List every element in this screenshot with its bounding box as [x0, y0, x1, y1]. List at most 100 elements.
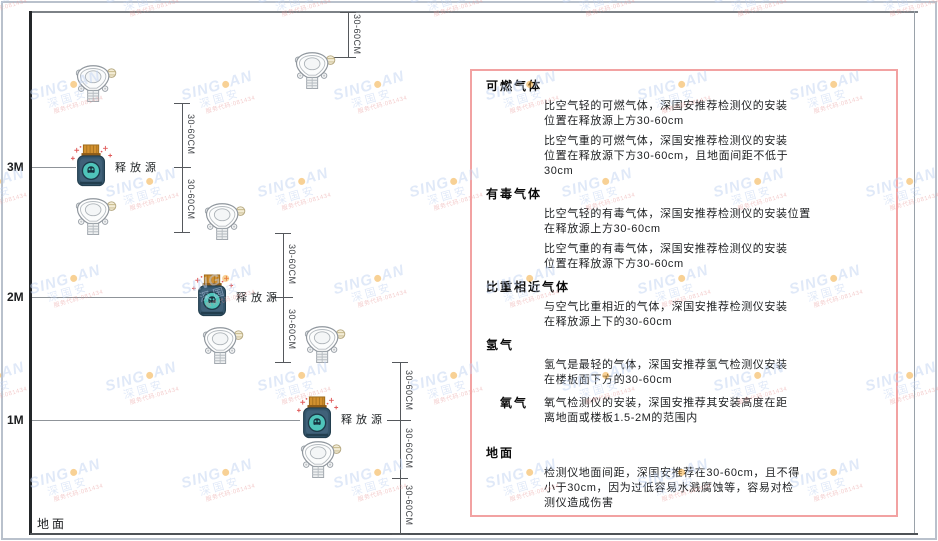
release-source — [191, 273, 235, 324]
panel-section: 氧气 氧气检测仪的安装，深国安推荐其安装高度在距 离地面或楼板1.5-2M的范围内 — [486, 396, 882, 426]
watermark-dot-icon — [373, 468, 382, 477]
gas-detector-icon — [300, 441, 342, 478]
release-source-label: 释放源 — [236, 292, 281, 304]
watermark-dot-icon — [69, 274, 78, 283]
wall-line — [29, 11, 32, 535]
connector-line — [387, 420, 411, 421]
section-heading: 氧气 — [500, 396, 529, 410]
section-heading: 比重相近气体 — [486, 280, 571, 294]
section-paragraph: 检测仪地面间距，深国安推荐在30-60cm，且不得 小于30cm，因为过低容易水溅… — [544, 466, 882, 511]
release-source — [296, 395, 340, 446]
level-line — [32, 297, 197, 298]
section-line: 氧气检测仪的安装，深国安推荐其安装高度在距 — [544, 397, 788, 409]
section-line: 在释放源上方30-60cm — [544, 223, 661, 235]
dimension-tick — [174, 103, 190, 104]
dimension-label: 30-60CM — [186, 178, 196, 220]
watermark-cjk: 深国安 — [122, 378, 166, 402]
dimension-tick — [275, 362, 291, 363]
watermark-code: 服务代码:081434 — [205, 483, 257, 504]
section-line: 测仪造成伤害 — [544, 497, 614, 509]
section-line: 离地面或楼板1.5-2M的范围内 — [544, 412, 698, 424]
watermark-code: 服务代码:081434 — [585, 0, 637, 19]
watermark-code: 服务代码:081434 — [281, 0, 333, 19]
watermark-cjk: 深国安 — [198, 475, 242, 499]
gas-detector — [298, 439, 342, 488]
section-line: 氢气是最轻的气体，深国安推荐氢气检测仪安装 — [544, 359, 788, 371]
connector-line — [331, 57, 352, 58]
watermark-code: 服务代码:081434 — [0, 192, 29, 213]
watermark-dot-icon — [145, 177, 154, 186]
gas-detector-icon — [75, 198, 117, 235]
section-heading: 氢气 — [486, 338, 515, 352]
section-line: 比空气重的有毒气体，深国安推荐检测仪的安装 — [544, 243, 788, 255]
ground-line — [30, 533, 918, 535]
gas-detector — [292, 50, 336, 99]
level-line — [32, 167, 76, 168]
section-heading: 地面 — [486, 446, 515, 460]
dimension-tick — [174, 232, 190, 233]
watermark-code: 服务代码:081434 — [433, 0, 485, 19]
height-label: 1M — [7, 413, 24, 427]
watermark-code: 服务代码:081434 — [53, 483, 105, 504]
gas-detector-icon — [304, 326, 346, 363]
right-wall-line — [914, 11, 915, 534]
watermark-dot-icon — [0, 371, 2, 380]
gas-detector — [200, 325, 244, 374]
dimension-tick — [392, 534, 408, 535]
watermark-code: 服务代码:081434 — [357, 95, 409, 116]
watermark-code: 服务代码:081434 — [0, 386, 29, 407]
section-heading: 有毒气体 — [486, 187, 543, 201]
guidelines-panel: 可燃气体 比空气轻的可燃气体，深国安推荐检测仪的安装 位置在释放源上方30-60cm… — [470, 69, 898, 517]
height-label: 2M — [7, 290, 24, 304]
section-line: 与空气比重相近的气体，深国安推荐检测仪安装 — [544, 301, 788, 313]
watermark-cjk: 深国安 — [0, 378, 14, 402]
watermark-code: 服务代码:081434 — [737, 0, 789, 19]
release-source-icon — [296, 396, 339, 439]
gas-detector-icon — [202, 327, 244, 364]
section-line: 位置在释放源上方30-60cm — [544, 115, 684, 127]
watermark-dot-icon — [145, 371, 154, 380]
section-paragraph: 比空气轻的有毒气体，深国安推荐检测仪的安装位置 在释放源上方30-60cm — [544, 207, 882, 237]
gas-detector-icon — [75, 65, 117, 102]
release-source-label: 释放源 — [115, 162, 160, 174]
dimension-label: 30-60CM — [287, 308, 297, 350]
ground-label: 地面 — [37, 517, 68, 531]
watermark-cjk: 深国安 — [46, 475, 90, 499]
panel-section: 地面检测仪地面间距，深国安推荐在30-60cm，且不得 小于30cm，因为过低容易… — [486, 446, 882, 511]
watermark-cjk: 深国安 — [0, 184, 14, 208]
watermark-cjk: 深国安 — [274, 184, 318, 208]
ceiling-line — [30, 11, 918, 13]
watermark-code: 服务代码:081434 — [129, 0, 181, 19]
watermark-cjk: 深国安 — [198, 87, 242, 111]
watermark-code: 服务代码:081434 — [129, 386, 181, 407]
dimension-label: 30-60CM — [404, 428, 414, 469]
watermark-dot-icon — [0, 177, 2, 186]
dimension-label: 30-60CM — [352, 13, 362, 55]
panel-section: 有毒气体 比空气轻的有毒气体，深国安推荐检测仪的安装位置 在释放源上方30-60cm… — [486, 187, 882, 272]
gas-detector — [73, 196, 117, 245]
gas-detector — [302, 324, 346, 373]
section-line: 检测仪地面间距，深国安推荐在30-60cm，且不得 — [544, 467, 800, 479]
section-line: 位置在释放源下方30-60cm — [544, 258, 684, 270]
connector-line — [272, 297, 293, 298]
release-source — [70, 143, 114, 194]
